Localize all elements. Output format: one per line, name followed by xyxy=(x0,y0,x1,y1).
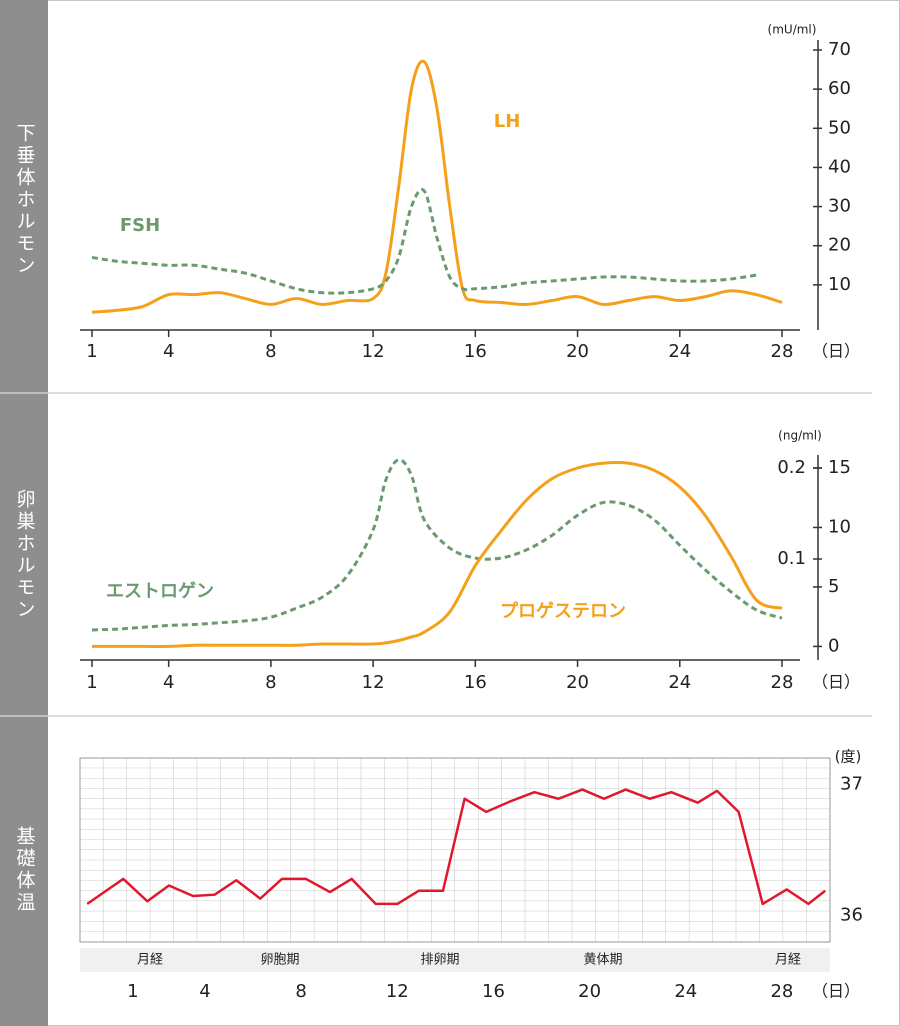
line xyxy=(91,59,783,314)
phase-label: 黄体期 xyxy=(583,953,622,968)
section-label: 下垂体ホルモン xyxy=(14,123,36,277)
sidebar xyxy=(0,0,48,1026)
x-unit: （日） xyxy=(812,673,860,692)
y-tick-label: 40 xyxy=(828,156,851,177)
phase-label: 排卵期 xyxy=(420,953,459,968)
y-tick-label: 15 xyxy=(828,457,851,478)
series-label: エストロゲン xyxy=(106,580,214,602)
x-tick-label: 4 xyxy=(163,672,174,693)
line xyxy=(92,460,783,649)
x-tick-label: 8 xyxy=(265,341,276,362)
x-tick-label: 24 xyxy=(668,672,691,693)
y-tick-label: 10 xyxy=(828,274,851,295)
unit-label: (mU/ml) xyxy=(768,23,817,37)
series-label: LH xyxy=(494,111,521,132)
y-tick-label: 10 xyxy=(828,516,851,537)
x-tick-label: 28 xyxy=(771,672,794,693)
x-tick-label: 16 xyxy=(482,981,505,1002)
series-label: プロゲステロン xyxy=(500,600,626,622)
x-tick-label: 20 xyxy=(566,341,589,362)
x-tick-label: 24 xyxy=(668,341,691,362)
phase-label: 月経 xyxy=(775,953,801,968)
x-tick-label: 24 xyxy=(674,981,697,1002)
x-tick-label: 1 xyxy=(86,672,97,693)
phase-label: 卵胞期 xyxy=(260,953,299,968)
y-tick-label: 37 xyxy=(840,773,863,794)
x-tick-label: 1 xyxy=(127,981,138,1002)
phase-band xyxy=(80,948,830,972)
line xyxy=(86,788,826,906)
x-tick-label: 12 xyxy=(386,981,409,1002)
x-tick-label: 12 xyxy=(362,672,385,693)
x-tick-label: 8 xyxy=(265,672,276,693)
section-label: 卵巣ホルモン xyxy=(14,489,36,621)
y-tick-label: 50 xyxy=(828,117,851,138)
unit-label: (度) xyxy=(835,748,862,766)
y-tick-label: 30 xyxy=(828,196,851,217)
y-tick-label: 20 xyxy=(828,235,851,256)
x-tick-label: 4 xyxy=(199,981,210,1002)
y2-tick-label: 0.2 xyxy=(777,457,806,478)
x-tick-label: 8 xyxy=(295,981,306,1002)
y2-tick-label: 0.1 xyxy=(777,548,806,569)
grid-box xyxy=(79,757,831,943)
y-tick-label: 36 xyxy=(840,905,863,926)
unit-label: (ng/ml) xyxy=(778,429,822,443)
x-tick-label: 20 xyxy=(566,672,589,693)
x-tick-label: 28 xyxy=(770,981,793,1002)
phase-label: 月経 xyxy=(137,953,163,968)
x-unit: （日） xyxy=(812,342,860,361)
x-tick-label: 16 xyxy=(464,341,487,362)
x-tick-label: 28 xyxy=(771,341,794,362)
series-label: FSH xyxy=(120,215,160,236)
x-tick-label: 16 xyxy=(464,672,487,693)
section-label: 基礎体温 xyxy=(14,826,36,914)
x-tick-label: 1 xyxy=(86,341,97,362)
y-tick-label: 0 xyxy=(828,635,839,656)
line xyxy=(91,458,783,632)
x-tick-label: 20 xyxy=(578,981,601,1002)
y-tick-label: 70 xyxy=(828,39,851,60)
x-tick-label: 4 xyxy=(163,341,174,362)
line xyxy=(91,188,757,295)
x-tick-label: 12 xyxy=(362,341,385,362)
x-unit: （日） xyxy=(812,982,860,1001)
y-tick-label: 60 xyxy=(828,78,851,99)
y-tick-label: 5 xyxy=(828,576,839,597)
